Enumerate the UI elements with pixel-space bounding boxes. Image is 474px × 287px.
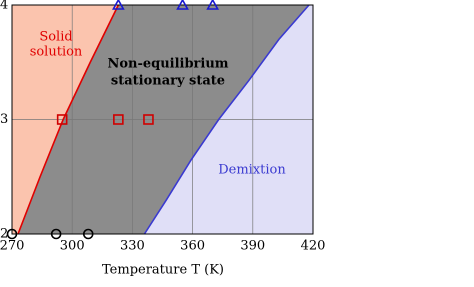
marker — [206, 0, 220, 10]
y-tick-label: 4 — [0, 0, 8, 13]
annotation: stationary state — [111, 74, 225, 89]
marker — [6, 228, 18, 240]
boundary-line — [143, 4, 310, 235]
x-tick-label: 390 — [240, 239, 265, 254]
x-tick-label: 270 — [0, 239, 24, 254]
x-tick-label: 330 — [120, 239, 145, 254]
marker — [50, 228, 62, 240]
x-axis-label: Temperature T (K) — [102, 263, 224, 278]
marker — [176, 0, 189, 10]
annotation: Solid — [39, 30, 72, 45]
y-tick-label: 3 — [0, 112, 8, 127]
annotation: Non-equilibrium — [107, 57, 228, 72]
plot-frame — [11, 4, 314, 235]
marker — [143, 114, 154, 125]
marker — [113, 114, 124, 125]
annotation: solution — [30, 45, 83, 60]
x-tick-label: 420 — [301, 239, 326, 254]
marker — [82, 228, 94, 240]
y-tick-label: 2 — [0, 227, 8, 242]
boundary-line — [17, 4, 120, 235]
x-tick-label: 300 — [60, 239, 85, 254]
marker — [56, 114, 68, 125]
marker — [111, 0, 125, 10]
annotation: Demixtion — [218, 163, 286, 178]
region — [12, 5, 119, 234]
x-tick-label: 360 — [180, 239, 205, 254]
